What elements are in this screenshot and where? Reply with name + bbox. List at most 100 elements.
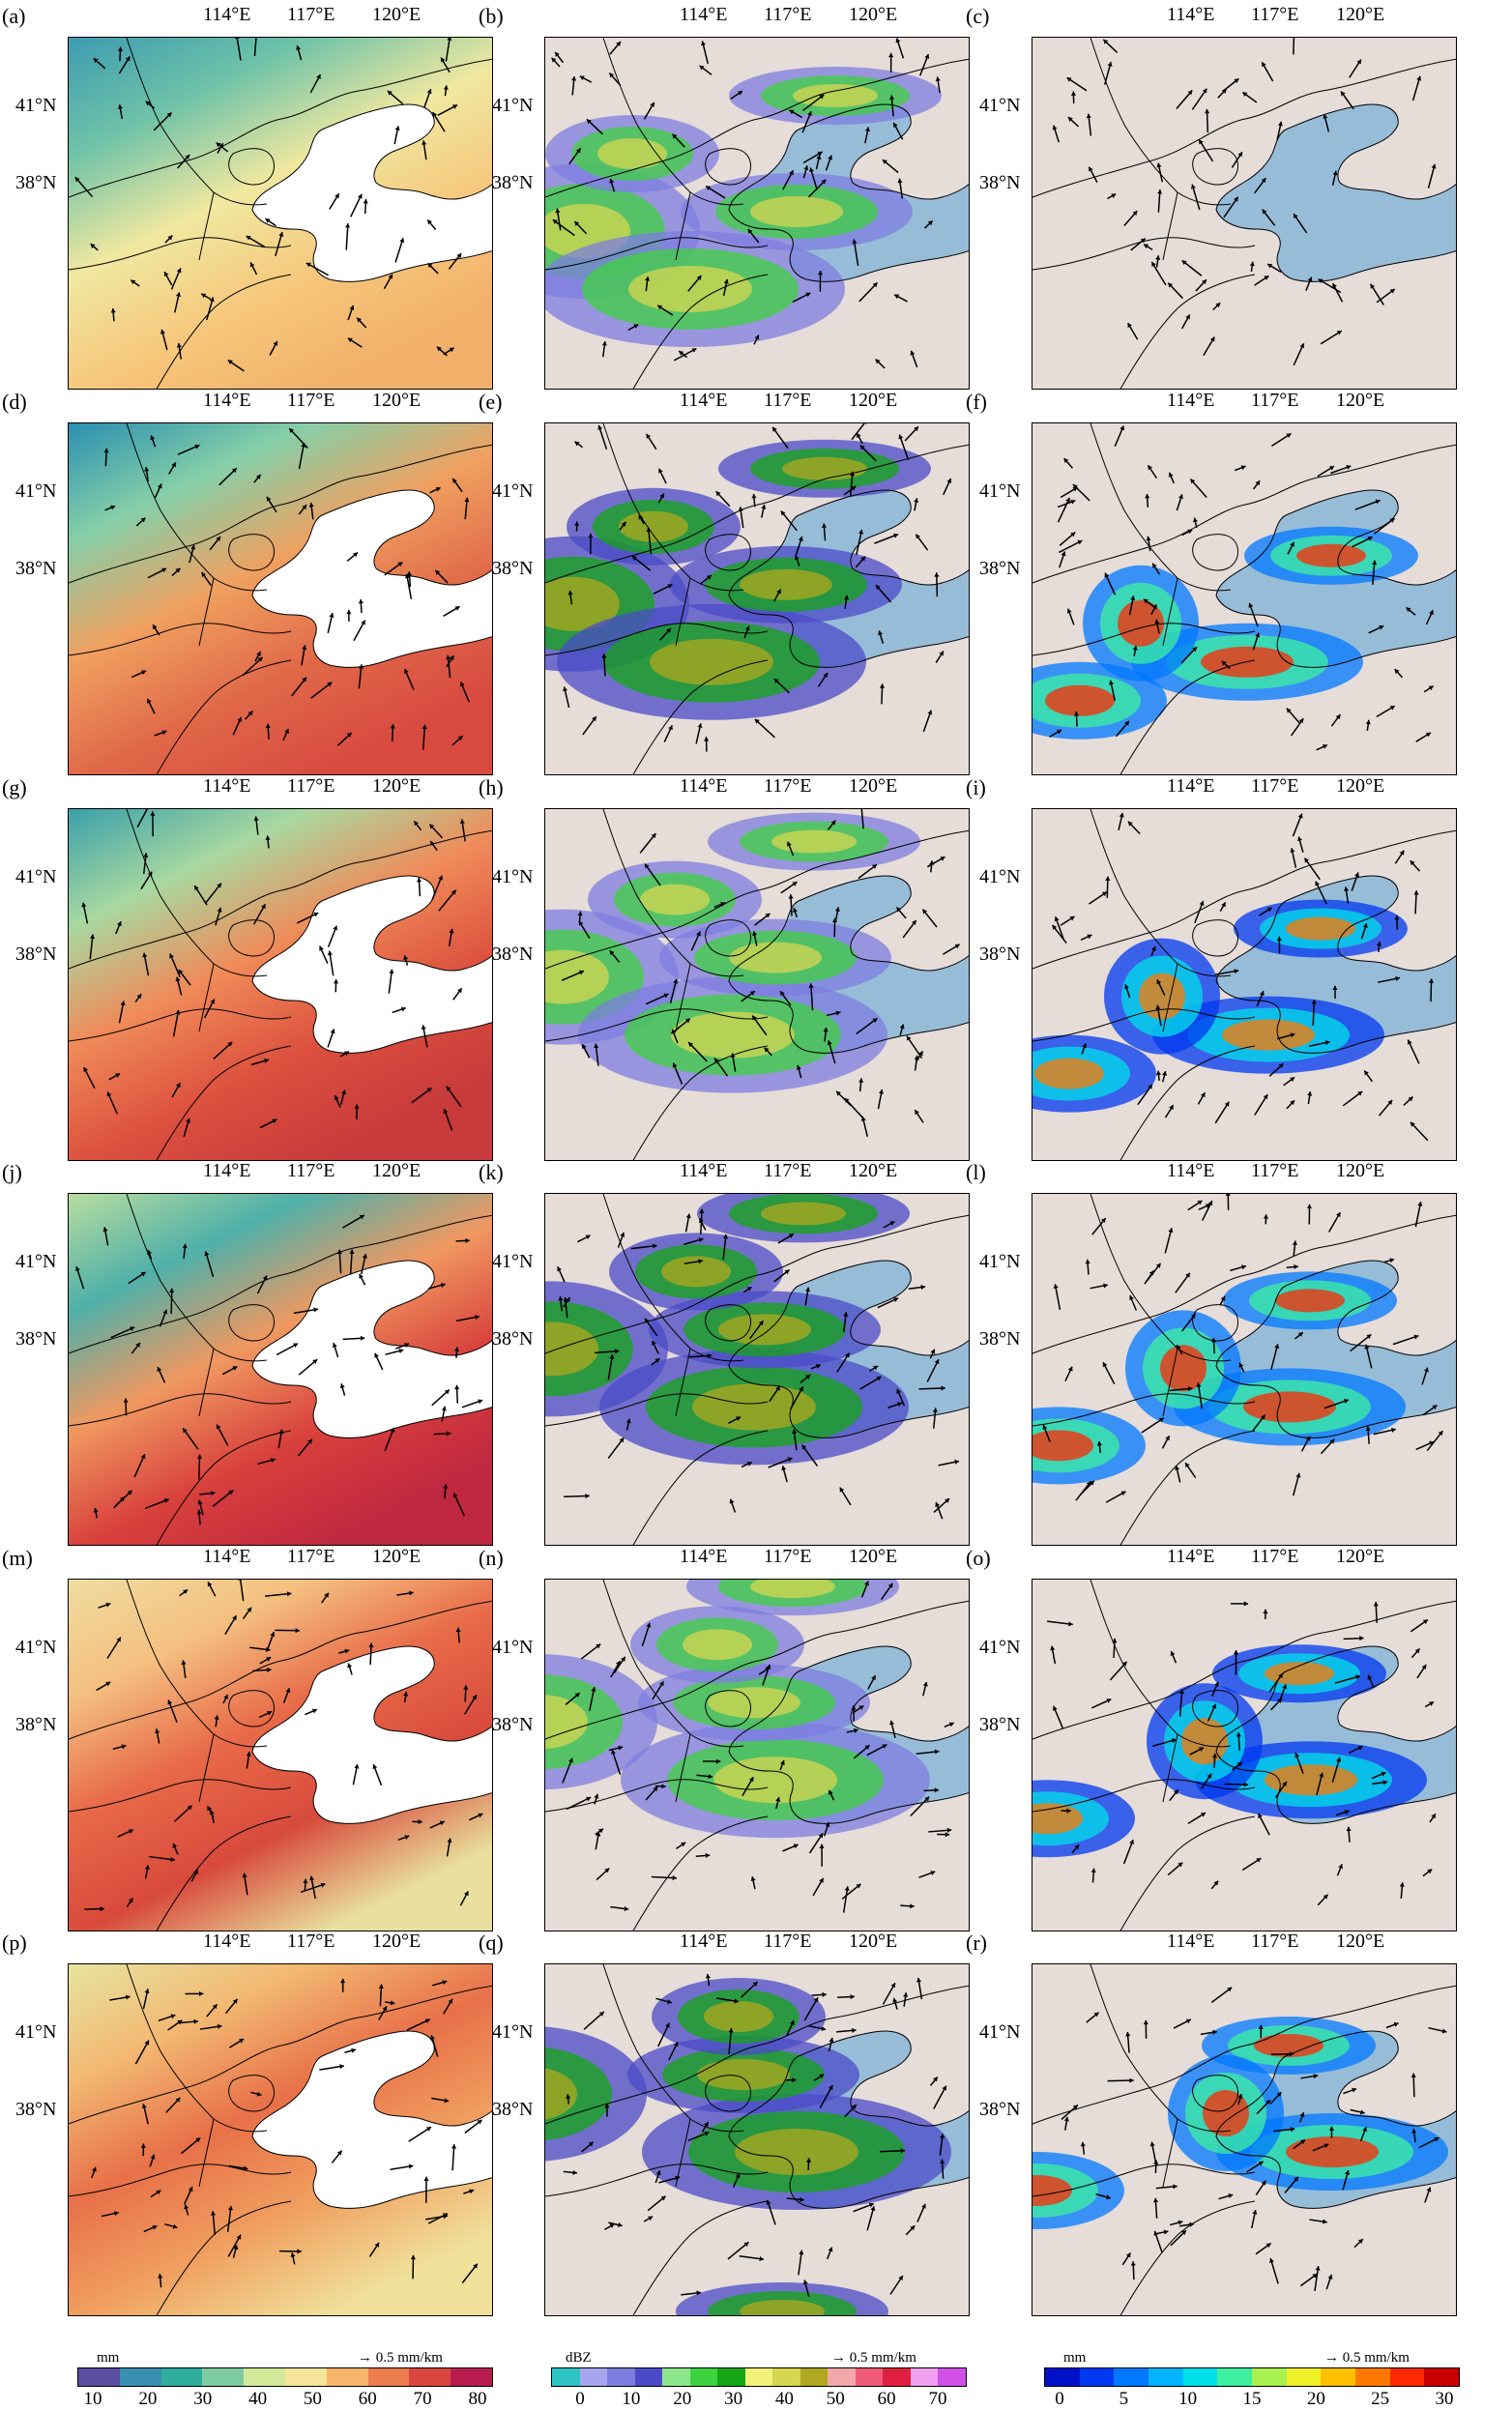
longitude-tick-label: 114°E <box>1167 775 1214 798</box>
longitude-tick-label: 117°E <box>1251 1160 1298 1182</box>
colorbar-segment <box>1424 2368 1459 2386</box>
latitude-tick-label: 41°N <box>15 480 56 503</box>
precipitation-area <box>1275 1289 1345 1312</box>
colorbar-unit: mm <box>1063 2350 1086 2366</box>
colorbar-segment <box>120 2368 161 2386</box>
longitude-tick-label: 114°E <box>203 4 250 26</box>
longitude-tick-label: 117°E <box>1251 1931 1298 1953</box>
colorbar-tick-label: 40 <box>248 2389 267 2410</box>
colorbar-segment <box>78 2368 120 2386</box>
panel-label: (b) <box>479 4 504 29</box>
colorbar-tick-label: 20 <box>1307 2389 1325 2410</box>
longitude-tick-label: 114°E <box>203 390 250 412</box>
latitude-tick-label: 38°N <box>979 944 1020 966</box>
radar-echo-area <box>661 1256 731 1287</box>
latitude-tick-label: 41°N <box>492 2021 533 2044</box>
precip-map <box>1032 1963 1457 2316</box>
latitude-tick-label: 38°N <box>15 558 56 580</box>
longitude-tick-label: 117°E <box>1251 4 1298 26</box>
latitude-tick-label: 41°N <box>979 1637 1020 1659</box>
panel-label: (k) <box>479 1160 504 1185</box>
longitude-tick-label: 117°E <box>287 1931 334 1953</box>
longitude-tick-label: 117°E <box>1251 1546 1298 1568</box>
colorbar-tick-label: 20 <box>138 2389 157 2410</box>
colorbar-segment <box>662 2368 690 2386</box>
precipitation-area <box>1286 917 1355 941</box>
precipitation-area <box>1243 1391 1336 1422</box>
longitude-tick-label: 120°E <box>849 4 897 26</box>
colorbar-segment <box>285 2368 327 2386</box>
longitude-tick-label: 120°E <box>372 1160 421 1182</box>
colorbar-segment <box>327 2368 368 2386</box>
longitude-tick-label: 117°E <box>764 1160 811 1182</box>
pwv-map <box>68 808 493 1161</box>
colorbar-tick-label: 30 <box>1436 2389 1454 2410</box>
precipitation-area <box>1296 544 1366 567</box>
radar-echo-area <box>619 511 688 542</box>
longitude-tick-label: 120°E <box>849 390 897 412</box>
precip-map <box>1032 422 1457 775</box>
colorbar-segment <box>1390 2368 1425 2386</box>
colorbar-tick-label: 10 <box>1178 2389 1197 2410</box>
radar-echo-area <box>692 1383 816 1430</box>
pwv-map <box>68 1579 493 1931</box>
latitude-tick-label: 38°N <box>979 558 1020 580</box>
colorbar-segment <box>552 2368 580 2386</box>
panel-label: (c) <box>966 4 989 29</box>
longitude-tick-label: 120°E <box>1336 390 1384 412</box>
colorbar-segment <box>635 2368 663 2386</box>
reference-arrow-icon: → <box>831 2350 850 2366</box>
latitude-tick-label: 38°N <box>979 1328 1020 1350</box>
panel-label: (n) <box>479 1546 504 1571</box>
precip-map <box>1032 1193 1457 1546</box>
longitude-tick-label: 120°E <box>372 4 421 26</box>
longitude-tick-label: 114°E <box>1167 1931 1214 1953</box>
colorbar-segment <box>1287 2368 1322 2386</box>
latitude-tick-label: 38°N <box>492 1714 533 1736</box>
radar-echo-area <box>713 1757 837 1803</box>
latitude-tick-label: 38°N <box>979 172 1020 194</box>
panel-label: (g) <box>2 775 27 800</box>
colorbar-strip <box>77 2367 493 2387</box>
longitude-tick-label: 117°E <box>764 1931 811 1953</box>
colorbar-strip <box>1044 2367 1460 2387</box>
longitude-tick-label: 117°E <box>287 775 334 798</box>
longitude-tick-label: 114°E <box>203 1546 250 1568</box>
colorbar-tick-label: 40 <box>775 2389 794 2410</box>
colorbar-segment <box>1149 2368 1183 2386</box>
longitude-tick-label: 117°E <box>764 4 811 26</box>
longitude-tick-label: 120°E <box>372 1931 421 1953</box>
colorbar-segment <box>883 2368 911 2386</box>
colorbar-segment <box>580 2368 608 2386</box>
reference-vector-text: 0.5 mm/km <box>1343 2350 1410 2366</box>
latitude-tick-label: 41°N <box>979 866 1020 888</box>
latitude-tick-label: 41°N <box>492 95 533 117</box>
colorbar-segment <box>607 2368 635 2386</box>
colorbar-tick-label: 10 <box>622 2389 640 2410</box>
longitude-tick-label: 120°E <box>1336 775 1384 798</box>
precipitation-area <box>1045 685 1115 716</box>
longitude-tick-label: 114°E <box>203 1931 250 1953</box>
reference-vector-text: 0.5 mm/km <box>376 2350 443 2366</box>
radar-map <box>544 37 970 390</box>
longitude-tick-label: 120°E <box>372 390 421 412</box>
colorbar-tick-label: 25 <box>1371 2389 1389 2410</box>
latitude-tick-label: 41°N <box>492 480 533 503</box>
latitude-tick-label: 41°N <box>15 2021 56 2044</box>
colorbar-tick-label: 30 <box>193 2389 212 2410</box>
colorbar-segment <box>828 2368 856 2386</box>
longitude-tick-label: 114°E <box>680 390 727 412</box>
radar-echo-area <box>740 569 832 600</box>
longitude-tick-label: 120°E <box>849 775 897 798</box>
latitude-tick-label: 41°N <box>979 1251 1020 1273</box>
radar-map <box>544 1579 970 1931</box>
reference-arrow-icon: → <box>358 2350 376 2366</box>
pwv-map <box>68 1193 493 1546</box>
colorbar-tick-label: 5 <box>1119 2389 1129 2410</box>
panel-label: (l) <box>966 1160 986 1185</box>
longitude-tick-label: 117°E <box>287 1546 334 1568</box>
radar-map <box>544 422 970 775</box>
longitude-tick-label: 117°E <box>287 4 334 26</box>
latitude-tick-label: 38°N <box>15 2099 56 2121</box>
longitude-tick-label: 114°E <box>203 775 250 798</box>
